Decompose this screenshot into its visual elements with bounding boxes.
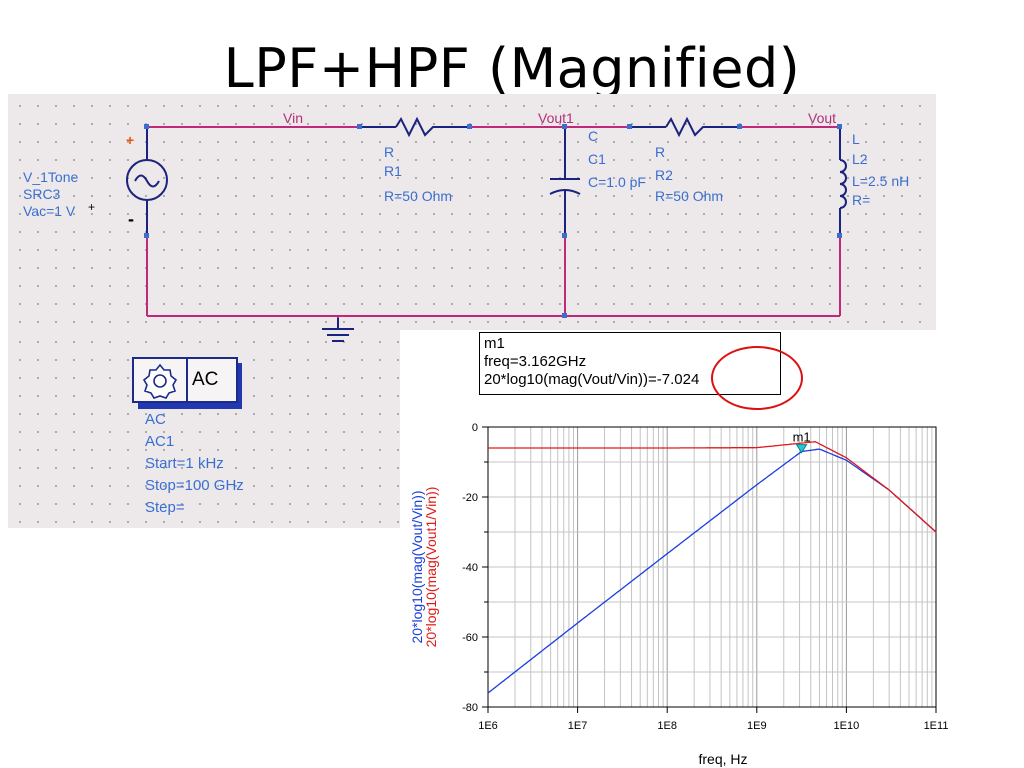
x-tick-label: 1E8 [657,720,677,732]
r1-value: R=50 Ohm [384,188,453,204]
r2-type: R [655,144,666,160]
r1-inst: R1 [384,163,402,179]
y-tick-label: -20 [462,492,478,504]
x-tick-label: 1E9 [747,720,767,732]
source-positive-terminal: + [126,132,135,148]
ac-step: Step= [145,499,185,516]
plot-markers: m1 [793,430,811,454]
net-label-vout1: Vout1 [538,110,574,126]
source-plus-mark: + [88,200,96,214]
ac-stop: Stop=100 GHz [145,477,244,494]
ac-source-symbol [126,127,168,236]
r2-value: R=50 Ohm [655,188,724,204]
marker-freq: freq=3.162GHz [484,353,587,370]
y-axis-label-blue: 20*log10(mag(Vout/Vin)) [409,490,425,643]
source-negative-terminal: - [128,209,134,229]
y-tick-label: -60 [462,632,478,644]
ac-inst: AC1 [145,433,175,450]
y-tick-label: -80 [462,702,478,714]
ac-start: Start=1 kHz [145,455,224,472]
x-tick-label: 1E11 [924,720,949,732]
y-tick-label: 0 [472,422,478,434]
highlight-circle [711,346,803,410]
inductor-l2-symbol [839,127,847,236]
marker-value: 20*log10(mag(Vout/Vin))=-7.024 [484,371,700,388]
ac-controller-label-cell [186,357,238,403]
x-tick-label: 1E10 [834,720,860,732]
schematic-canvas[interactable] [8,94,936,330]
l2-value: L=2.5 nH [852,173,910,189]
c1-inst: C1 [588,151,606,167]
net-label-vout: Vout [808,110,837,126]
x-tick-label: 1E6 [478,720,498,732]
gear-icon [142,363,178,399]
x-tick-label: 1E7 [568,720,588,732]
l2-inst: L2 [852,151,868,167]
marker-name: m1 [484,335,505,352]
x-axis-label: freq, Hz [698,751,747,767]
r2-inst: R2 [655,167,673,183]
slide-title: LPF+HPF (Magnified) [223,37,801,100]
plot-grid [487,426,936,708]
ground-symbol [322,318,354,342]
source-inst: SRC3 [23,186,61,202]
marker-m1-label: m1 [793,430,811,445]
ac-type: AC [145,411,166,428]
series-line-vout1 [488,441,937,533]
c1-type: C [588,128,599,144]
y-tick-label: -40 [462,562,478,574]
net-label-vin: Vin [283,110,303,126]
marker-m1-triangle [795,444,808,454]
l2-r-param: R= [852,192,871,208]
l2-type: L [852,131,860,147]
resistor-r2-symbol [630,116,740,138]
r1-type: R [384,144,395,160]
series-line-vout [487,448,937,694]
components [126,116,847,342]
capacitor-c1-symbol [549,127,581,236]
ac-controller-icon-cell [132,357,188,403]
resistor-r1-symbol [360,116,470,138]
source-value: Vac=1 V [23,203,76,219]
ac-simulation-controller[interactable]: AC [132,357,242,409]
plot-series [487,441,937,694]
source-name: V_1Tone [23,169,79,185]
plot-ticks: 1E6 1E7 1E8 1E9 1E10 1E11 0 -20 -40 -60 -80 [462,422,948,732]
pin-dots [144,124,842,318]
c1-value: C=1.0 pF [588,174,646,190]
y-axis-label-red: 20*log10(mag(Vout1/Vin)) [423,487,439,648]
ac-controller-label: AC [192,369,219,390]
